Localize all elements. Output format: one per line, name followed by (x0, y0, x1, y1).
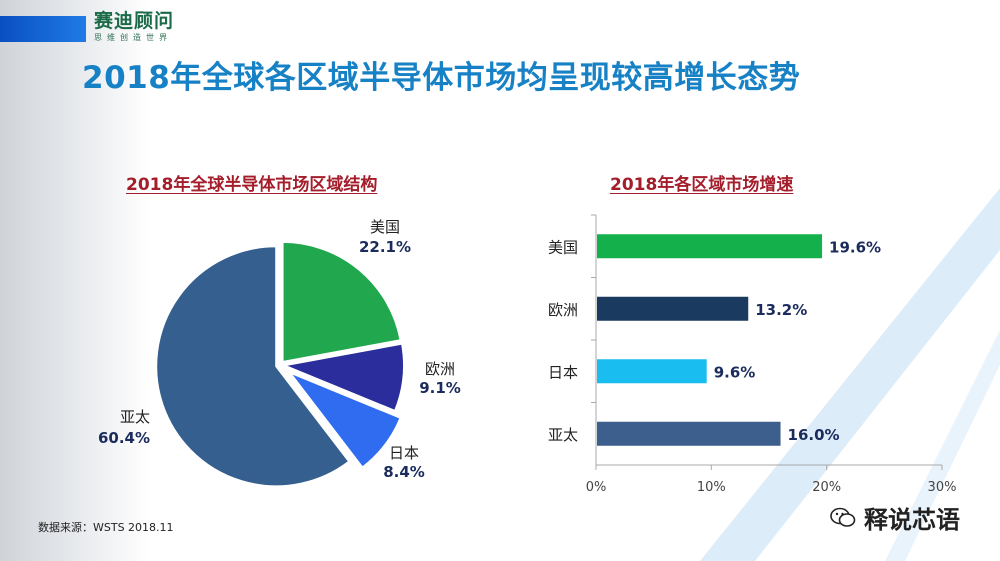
watermark: 释说芯语 (830, 500, 960, 535)
brand-name: 赛迪顾问 (94, 10, 175, 32)
header-accent-bar (0, 16, 86, 42)
pie-label-1: 欧洲 (425, 360, 455, 378)
data-source-note: 数据来源：WSTS 2018.11 (38, 521, 174, 534)
bar-value-label-2: 9.6% (714, 363, 756, 381)
bar-category-label-3: 亚太 (548, 426, 578, 444)
x-tick-label-0: 0% (586, 480, 607, 495)
x-tick-label-1: 10% (697, 480, 726, 495)
pie-value-label-1: 9.1% (419, 379, 461, 397)
pie-slice-2 (286, 369, 402, 469)
pie-slice-0 (281, 240, 402, 364)
bar-2 (597, 359, 707, 384)
bar-1 (597, 296, 749, 321)
pie-slice-1 (280, 342, 405, 413)
brand-tagline: 思维创造世界 (94, 33, 172, 42)
pie-value-label-2: 8.4% (383, 463, 425, 481)
x-tick-label-3: 30% (928, 480, 957, 495)
x-tick-label-2: 20% (812, 480, 841, 495)
bar-3 (597, 421, 781, 446)
bar-category-label-0: 美国 (548, 238, 578, 256)
pie-label-2: 日本 (389, 444, 419, 462)
brand-logo: 赛迪顾问 思维创造世界 (94, 10, 174, 43)
pie-slice-3 (155, 245, 351, 488)
bar-value-label-0: 19.6% (829, 238, 881, 256)
pie-chart-title: 2018年全球半导体市场区域结构 (126, 175, 378, 195)
bar-0 (597, 234, 823, 259)
pie-value-label-3: 60.4% (98, 429, 150, 447)
bar-chart-title: 2018年各区域市场增速 (610, 175, 794, 195)
pie-value-label-0: 22.1% (359, 238, 411, 256)
bar-category-label-2: 日本 (548, 363, 578, 381)
bar-category-label-1: 欧洲 (548, 301, 578, 319)
page-title: 2018年全球各区域半导体市场均呈现较高增长态势 (82, 60, 801, 96)
pie-label-3: 亚太 (120, 408, 150, 426)
bar-value-label-1: 13.2% (755, 301, 807, 319)
wechat-icon (830, 507, 856, 527)
watermark-text: 释说芯语 (864, 506, 960, 534)
bar-value-label-3: 16.0% (788, 426, 840, 444)
left-gradient-background (0, 0, 150, 561)
pie-label-0: 美国 (370, 218, 400, 236)
